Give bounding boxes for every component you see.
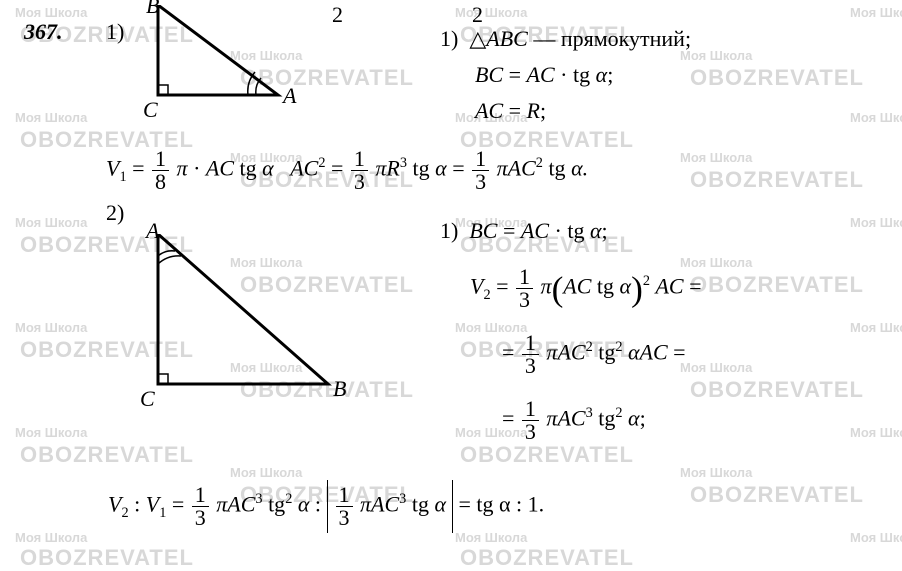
watermark-small: Моя Школа <box>850 215 902 230</box>
watermark-small: Моя Школа <box>15 215 87 230</box>
watermark-large: OBOZREVATEL <box>690 482 864 508</box>
vertex-A-2: A <box>146 218 159 244</box>
r1-num: 1) <box>440 26 458 51</box>
vertex-A-1: A <box>283 83 296 109</box>
watermark-large: OBOZREVATEL <box>690 65 864 91</box>
watermark-large: OBOZREVATEL <box>20 442 194 468</box>
eq-v2-a: V2 = 13 π(AC tg α)2 AC = <box>470 266 702 311</box>
watermark-small: Моя Школа <box>680 465 752 480</box>
watermark-small: Моя Школа <box>15 425 87 440</box>
watermark-small: Моя Школа <box>230 465 302 480</box>
subpart-1-label: 1) <box>106 19 124 45</box>
top-two-a: 2 <box>332 2 343 27</box>
top-numbers: 2 2 <box>332 2 483 28</box>
vertex-C-1: C <box>143 97 158 123</box>
problem-number: 367. <box>24 19 63 45</box>
angle-arc-2b <box>158 256 181 264</box>
eq-v2-c: = 13 πAC3 tg2 α; <box>502 398 646 443</box>
watermark-small: Моя Школа <box>850 5 902 20</box>
watermark-large: OBOZREVATEL <box>690 272 864 298</box>
eq-v2-b: = 13 πAC2 tg2 αAC = <box>502 332 686 377</box>
r1-abc: ABC <box>486 26 528 51</box>
r1-tail: — прямокутний; <box>533 26 691 51</box>
vertex-B-1: B <box>146 0 159 19</box>
watermark-large: OBOZREVATEL <box>690 377 864 403</box>
watermark-large: OBOZREVATEL <box>690 167 864 193</box>
line-r4: 1) BC = AC · tg α; <box>440 218 608 244</box>
subpart-2-label: 2) <box>106 200 124 226</box>
top-two-b: 2 <box>472 2 483 27</box>
watermark-small: Моя Школа <box>850 320 902 335</box>
vertex-B-2: B <box>333 376 346 402</box>
watermark-small: Моя Школа <box>15 110 87 125</box>
triangle-2-svg <box>148 234 358 404</box>
triangle-2: A C B <box>148 234 358 409</box>
watermark-large: OBOZREVATEL <box>460 545 634 571</box>
eq-v1: V1 = 18 π · AC tg α AC2 = 13 πR3 tg α = … <box>106 148 588 193</box>
line-r2: BC = AC · tg α; <box>475 62 613 88</box>
triangle-1: B C A <box>148 5 308 120</box>
triangle-1-poly <box>158 5 278 95</box>
vertex-C-2: C <box>140 386 155 412</box>
watermark-small: Моя Школа <box>850 110 902 125</box>
watermark-small: Моя Школа <box>15 320 87 335</box>
watermark-small: Моя Школа <box>15 530 87 545</box>
watermark-small: Моя Школа <box>15 5 87 20</box>
angle-arc-2a <box>158 251 175 256</box>
watermark-small: Моя Школа <box>850 425 902 440</box>
watermark-small: Моя Школа <box>680 150 752 165</box>
line-r3: AC = R; <box>475 98 546 124</box>
watermark-small: Моя Школа <box>850 530 902 545</box>
watermark-large: OBOZREVATEL <box>20 545 194 571</box>
line-r1: 1) △ABC — прямокутний; <box>440 26 691 52</box>
eq-ratio: V2 : V1 = 13 πAC3 tg2 α : 13 πAC3 tg α =… <box>108 480 544 533</box>
triangle-2-poly <box>158 234 328 384</box>
watermark-small: Моя Школа <box>680 360 752 375</box>
watermark-large: OBOZREVATEL <box>460 442 634 468</box>
ratio-tail: = tg α : 1. <box>459 492 545 517</box>
